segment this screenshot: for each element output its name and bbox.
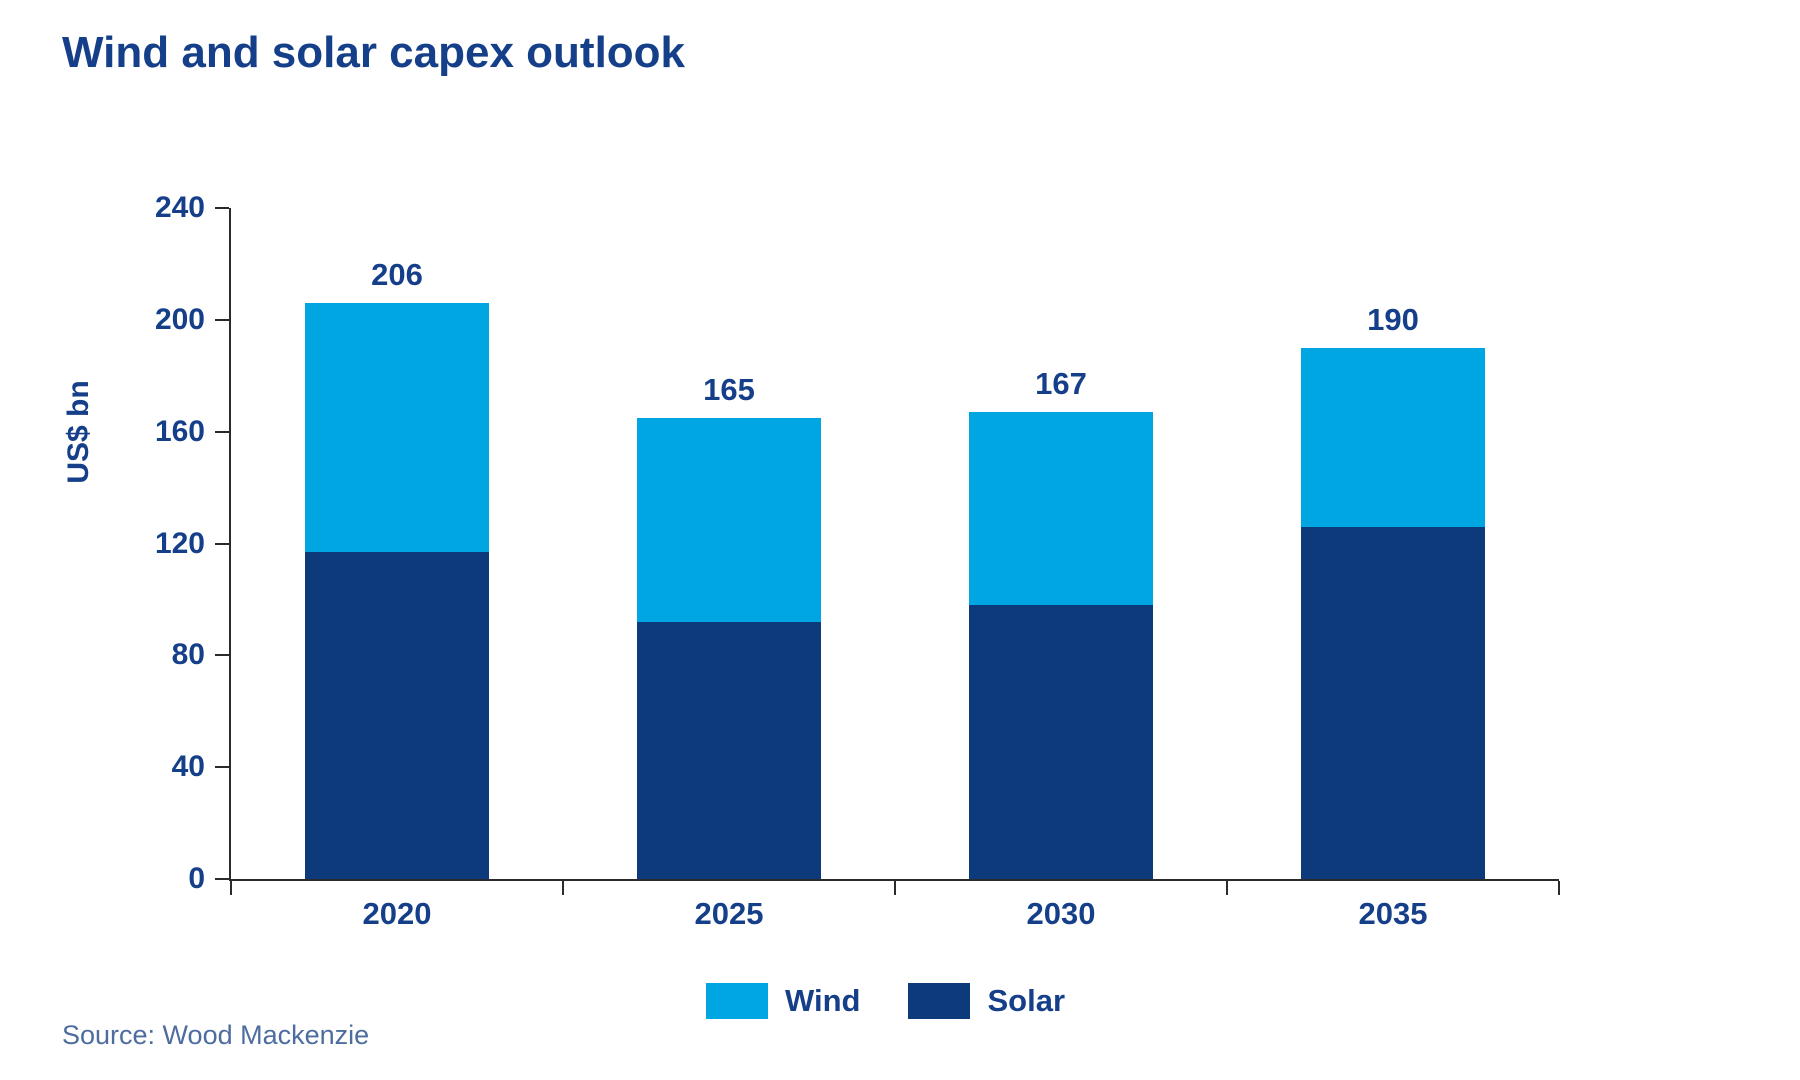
legend-swatch-wind xyxy=(706,983,768,1019)
legend-label-solar: Solar xyxy=(987,983,1066,1018)
x-axis-tick xyxy=(562,881,564,895)
bar-segment-solar-2030 xyxy=(969,605,1153,879)
bar-total-label-2020: 206 xyxy=(371,257,423,293)
x-axis-tick xyxy=(1226,881,1228,895)
y-tick-label: 80 xyxy=(171,638,205,672)
bar-segment-solar-2025 xyxy=(637,621,821,879)
y-tick-label: 160 xyxy=(154,414,205,448)
y-axis-tick xyxy=(215,207,229,209)
y-axis-tick xyxy=(215,654,229,657)
x-tick-label-2025: 2025 xyxy=(694,896,764,931)
bar-total-label-2025: 165 xyxy=(703,371,755,407)
x-axis-line xyxy=(229,879,1559,881)
legend-item-wind: Wind xyxy=(706,983,860,1019)
bar-segment-wind-2035 xyxy=(1301,347,1485,527)
legend-swatch-solar xyxy=(908,983,971,1019)
bar-segment-solar-2020 xyxy=(305,551,489,879)
bar-segment-wind-2020 xyxy=(305,303,489,552)
y-axis-tick xyxy=(215,542,229,545)
chart-legend: Wind Solar xyxy=(706,983,1065,1019)
y-axis-line xyxy=(229,208,231,881)
y-tick-label: 200 xyxy=(154,302,205,336)
y-tick-label: 240 xyxy=(154,191,205,224)
source-text: Source: Wood Mackenzie xyxy=(62,1020,370,1050)
y-tick-label: 40 xyxy=(171,750,205,784)
page-title: Wind and solar capex outlook xyxy=(62,28,686,77)
y-axis-tick xyxy=(215,318,229,321)
bar-total-label-2030: 167 xyxy=(1035,366,1087,402)
bar-segment-solar-2035 xyxy=(1301,526,1485,879)
x-tick-label-2030: 2030 xyxy=(1026,896,1096,931)
x-axis-tick xyxy=(1558,881,1560,895)
bar-segment-wind-2030 xyxy=(969,412,1153,606)
legend-item-solar: Solar xyxy=(908,983,1065,1019)
x-axis-tick xyxy=(230,881,232,895)
y-tick-label: 120 xyxy=(154,526,205,560)
x-tick-label-2020: 2020 xyxy=(362,896,432,931)
chart-plot-area xyxy=(215,207,1560,895)
x-tick-label-2035: 2035 xyxy=(1358,896,1428,931)
y-axis-tick xyxy=(215,878,229,880)
legend-label-wind: Wind xyxy=(785,983,861,1018)
x-axis-tick xyxy=(894,881,896,895)
bar-segment-wind-2025 xyxy=(637,417,821,622)
bar-total-label-2035: 190 xyxy=(1367,301,1419,337)
y-axis-tick xyxy=(215,430,229,433)
y-axis-tick xyxy=(215,766,229,769)
y-tick-label: 0 xyxy=(188,862,205,895)
